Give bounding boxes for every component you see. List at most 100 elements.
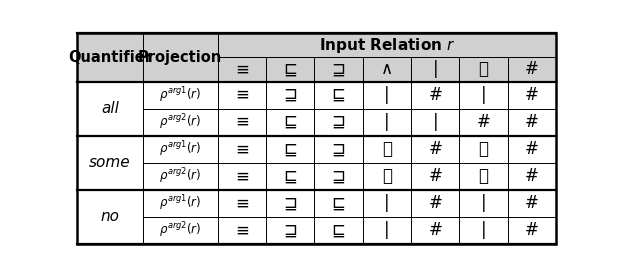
Text: $\rho^{arg2}(r)$: $\rho^{arg2}(r)$ (159, 166, 201, 186)
Text: ⊒: ⊒ (332, 113, 345, 131)
Bar (266, 109, 315, 136)
Bar (363, 190, 411, 217)
Text: $\rho^{arg1}(r)$: $\rho^{arg1}(r)$ (159, 139, 201, 159)
Bar (411, 109, 459, 136)
Bar (459, 163, 508, 190)
Bar (266, 190, 315, 217)
Text: ⊒: ⊒ (283, 194, 297, 212)
Bar (143, 109, 218, 136)
Bar (363, 136, 411, 163)
Bar (411, 217, 459, 244)
Text: ⊒: ⊒ (283, 221, 297, 239)
Text: |: | (481, 194, 486, 212)
Bar (218, 81, 266, 109)
Bar (411, 136, 459, 163)
Bar (508, 57, 556, 81)
Bar (143, 136, 218, 163)
Bar (315, 57, 363, 81)
Text: ⌣: ⌣ (478, 140, 489, 158)
Bar (77, 136, 143, 190)
Bar (363, 163, 411, 190)
Text: $\rho^{arg1}(r)$: $\rho^{arg1}(r)$ (159, 85, 201, 105)
Text: |: | (384, 194, 390, 212)
Text: #: # (428, 140, 442, 158)
Bar (459, 190, 508, 217)
Bar (266, 163, 315, 190)
Bar (143, 190, 218, 217)
Text: ⌣: ⌣ (478, 60, 489, 78)
Bar (508, 81, 556, 109)
Text: #: # (428, 194, 442, 212)
Bar (315, 217, 363, 244)
Text: $\rho^{arg2}(r)$: $\rho^{arg2}(r)$ (159, 221, 201, 240)
Text: #: # (428, 167, 442, 185)
Bar (411, 163, 459, 190)
Bar (77, 81, 143, 136)
Bar (411, 81, 459, 109)
Bar (266, 136, 315, 163)
Text: |: | (384, 113, 390, 131)
Bar (218, 163, 266, 190)
Bar (315, 136, 363, 163)
Text: no: no (100, 209, 119, 224)
Bar (508, 163, 556, 190)
Text: ∧: ∧ (381, 60, 393, 78)
Bar (266, 57, 315, 81)
Text: all: all (101, 101, 119, 116)
Text: $\rho^{arg2}(r)$: $\rho^{arg2}(r)$ (159, 112, 201, 132)
Bar (315, 109, 363, 136)
Bar (143, 33, 218, 81)
Bar (266, 81, 315, 109)
Bar (459, 109, 508, 136)
Bar (266, 217, 315, 244)
Bar (508, 217, 556, 244)
Text: |: | (384, 221, 390, 239)
Bar (508, 190, 556, 217)
Text: #: # (525, 86, 539, 104)
Text: #: # (525, 167, 539, 185)
Text: ⊑: ⊑ (283, 167, 297, 185)
Bar (363, 81, 411, 109)
Bar (315, 190, 363, 217)
Text: |: | (481, 86, 486, 104)
Bar (411, 57, 459, 81)
Text: ⊒: ⊒ (283, 86, 297, 104)
Bar (363, 217, 411, 244)
Text: ≡: ≡ (235, 221, 248, 239)
Text: ⌣: ⌣ (382, 167, 392, 185)
Text: |: | (433, 113, 438, 131)
Bar (218, 190, 266, 217)
Text: ⊒: ⊒ (332, 60, 345, 78)
Text: ⊑: ⊑ (332, 86, 345, 104)
Text: $\rho^{arg1}(r)$: $\rho^{arg1}(r)$ (159, 193, 201, 213)
Text: ≡: ≡ (235, 86, 248, 104)
Text: some: some (89, 155, 131, 170)
Bar (218, 33, 556, 57)
Text: ⊑: ⊑ (332, 194, 345, 212)
Bar (315, 163, 363, 190)
Bar (508, 136, 556, 163)
Bar (218, 57, 266, 81)
Bar (459, 57, 508, 81)
Text: ⊒: ⊒ (332, 140, 345, 158)
Bar (143, 217, 218, 244)
Text: |: | (384, 86, 390, 104)
Bar (363, 109, 411, 136)
Text: ⊒: ⊒ (332, 167, 345, 185)
Bar (459, 81, 508, 109)
Text: Input Relation $r$: Input Relation $r$ (318, 36, 455, 55)
Text: Projection: Projection (138, 50, 222, 65)
Text: ⌣: ⌣ (478, 167, 489, 185)
Bar (315, 81, 363, 109)
Text: ≡: ≡ (235, 60, 248, 78)
Bar (508, 109, 556, 136)
Text: #: # (428, 221, 442, 239)
Text: #: # (428, 86, 442, 104)
Text: ≡: ≡ (235, 167, 248, 185)
Text: ⊑: ⊑ (283, 113, 297, 131)
Bar (411, 190, 459, 217)
Text: Quantifier: Quantifier (68, 50, 152, 65)
Text: ⊑: ⊑ (283, 60, 297, 78)
Bar (218, 109, 266, 136)
Bar (218, 217, 266, 244)
